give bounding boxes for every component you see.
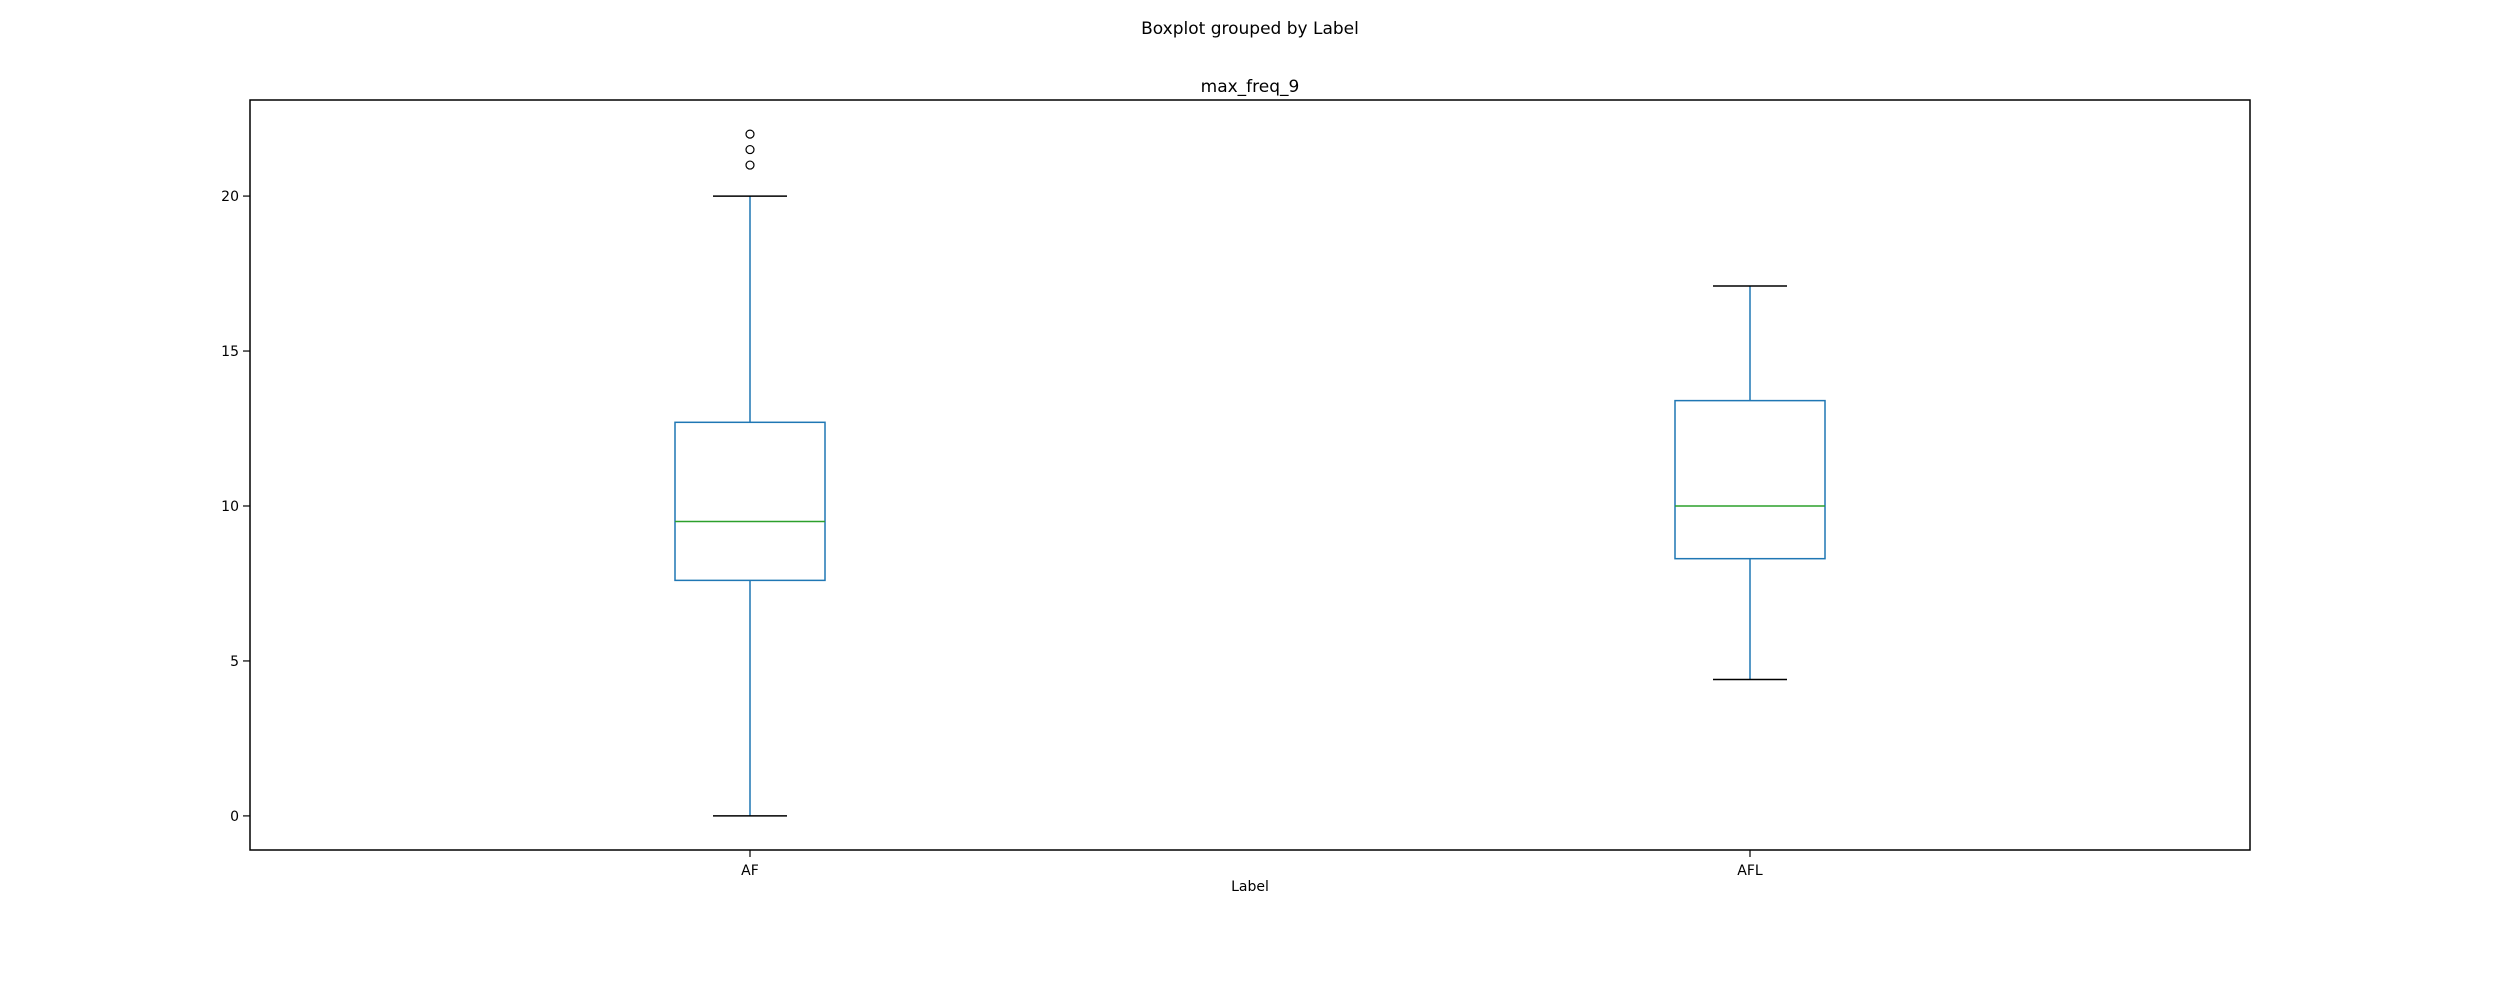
outlier-point <box>745 160 755 170</box>
axes-title: max_freq_9 <box>1201 77 1300 97</box>
x-axis-label: Label <box>1231 879 1269 895</box>
outlier-point <box>745 144 755 155</box>
y-tick-label: 20 <box>221 189 239 205</box>
iqr-box <box>674 421 826 582</box>
y-tick-label: 15 <box>221 344 239 360</box>
box-af <box>674 129 826 817</box>
y-tick-label: 0 <box>230 809 239 825</box>
box-afl <box>1674 285 1826 681</box>
figure-suptitle: Boxplot grouped by Label <box>1141 19 1359 39</box>
iqr-box <box>1674 399 1826 560</box>
x-tick-label: AF <box>741 863 759 879</box>
x-tick-label: AFL <box>1737 863 1763 879</box>
plot-area-frame <box>249 99 2251 851</box>
outlier-point <box>745 129 755 139</box>
y-tick-label: 5 <box>230 654 239 670</box>
x-axis: AF AFL <box>741 850 1763 879</box>
y-tick-label: 10 <box>221 499 239 515</box>
box-series <box>674 129 1826 817</box>
y-axis: 0 5 10 15 20 <box>221 189 250 825</box>
